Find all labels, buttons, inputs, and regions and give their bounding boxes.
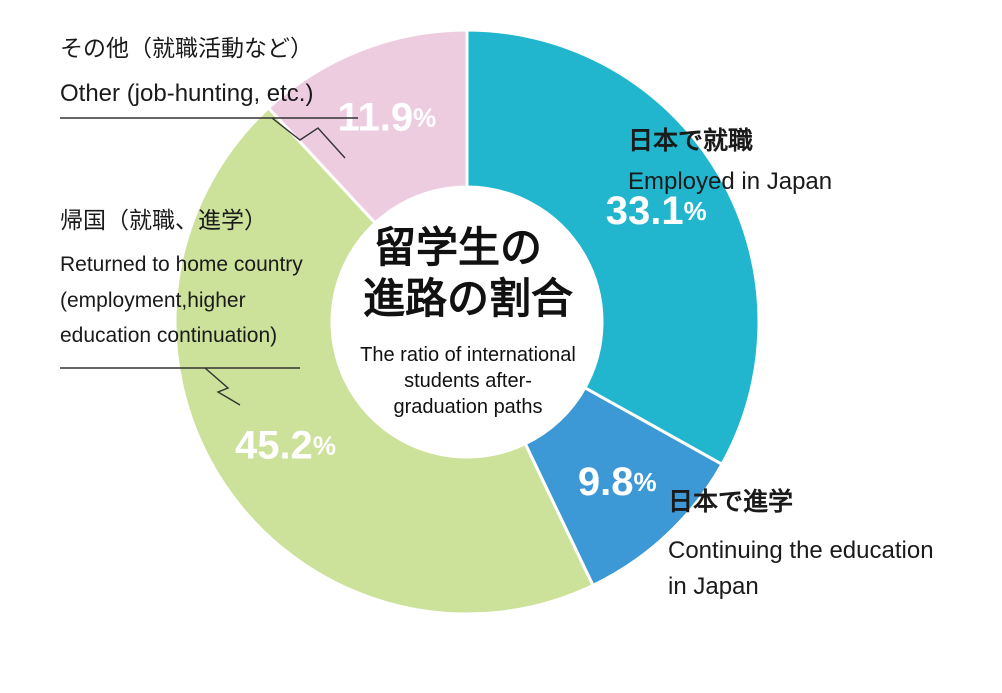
- center-title-line-2: 進路の割合: [363, 274, 573, 323]
- slice-value-labels: 33.1%9.8%45.2%11.9%: [235, 96, 707, 504]
- label-continuing-education-en-2: in Japan: [668, 573, 759, 600]
- center-title-line-1: 留学生の: [374, 223, 542, 272]
- value-label-employed-japan: 33.1%: [606, 189, 707, 233]
- center-subtitle-line-1: The ratio of international: [360, 344, 576, 366]
- label-continuing-education-en-1: Continuing the education: [668, 537, 934, 564]
- leader-line-other: [60, 117, 358, 159]
- value-label-returned-home: 45.2%: [235, 423, 336, 467]
- center-subtitle-line-2: students after-: [404, 370, 532, 392]
- leader-line-returned-home: [60, 367, 300, 406]
- label-continuing-education-ja: 日本で進学: [668, 487, 793, 516]
- label-returned-home-en-1: Returned to home country: [60, 253, 303, 276]
- label-returned-home-en-3: education continuation): [60, 324, 277, 347]
- donut-slices: [173, 28, 761, 616]
- label-returned-home-en-2: (employment,higher: [60, 289, 246, 312]
- donut-center-hole: [332, 187, 602, 457]
- label-other-en: Other (job-hunting, etc.): [60, 80, 313, 107]
- center-subtitle-line-3: graduation paths: [393, 396, 542, 418]
- label-employed-japan-ja: 日本で就職: [628, 126, 753, 155]
- label-returned-home-ja: 帰国（就職、進学）: [60, 208, 267, 234]
- label-other-ja: その他（就職活動など）: [60, 36, 313, 62]
- value-label-continuing-education-japan: 9.8%: [578, 460, 657, 504]
- label-employed-japan-en: Employed in Japan: [628, 168, 832, 195]
